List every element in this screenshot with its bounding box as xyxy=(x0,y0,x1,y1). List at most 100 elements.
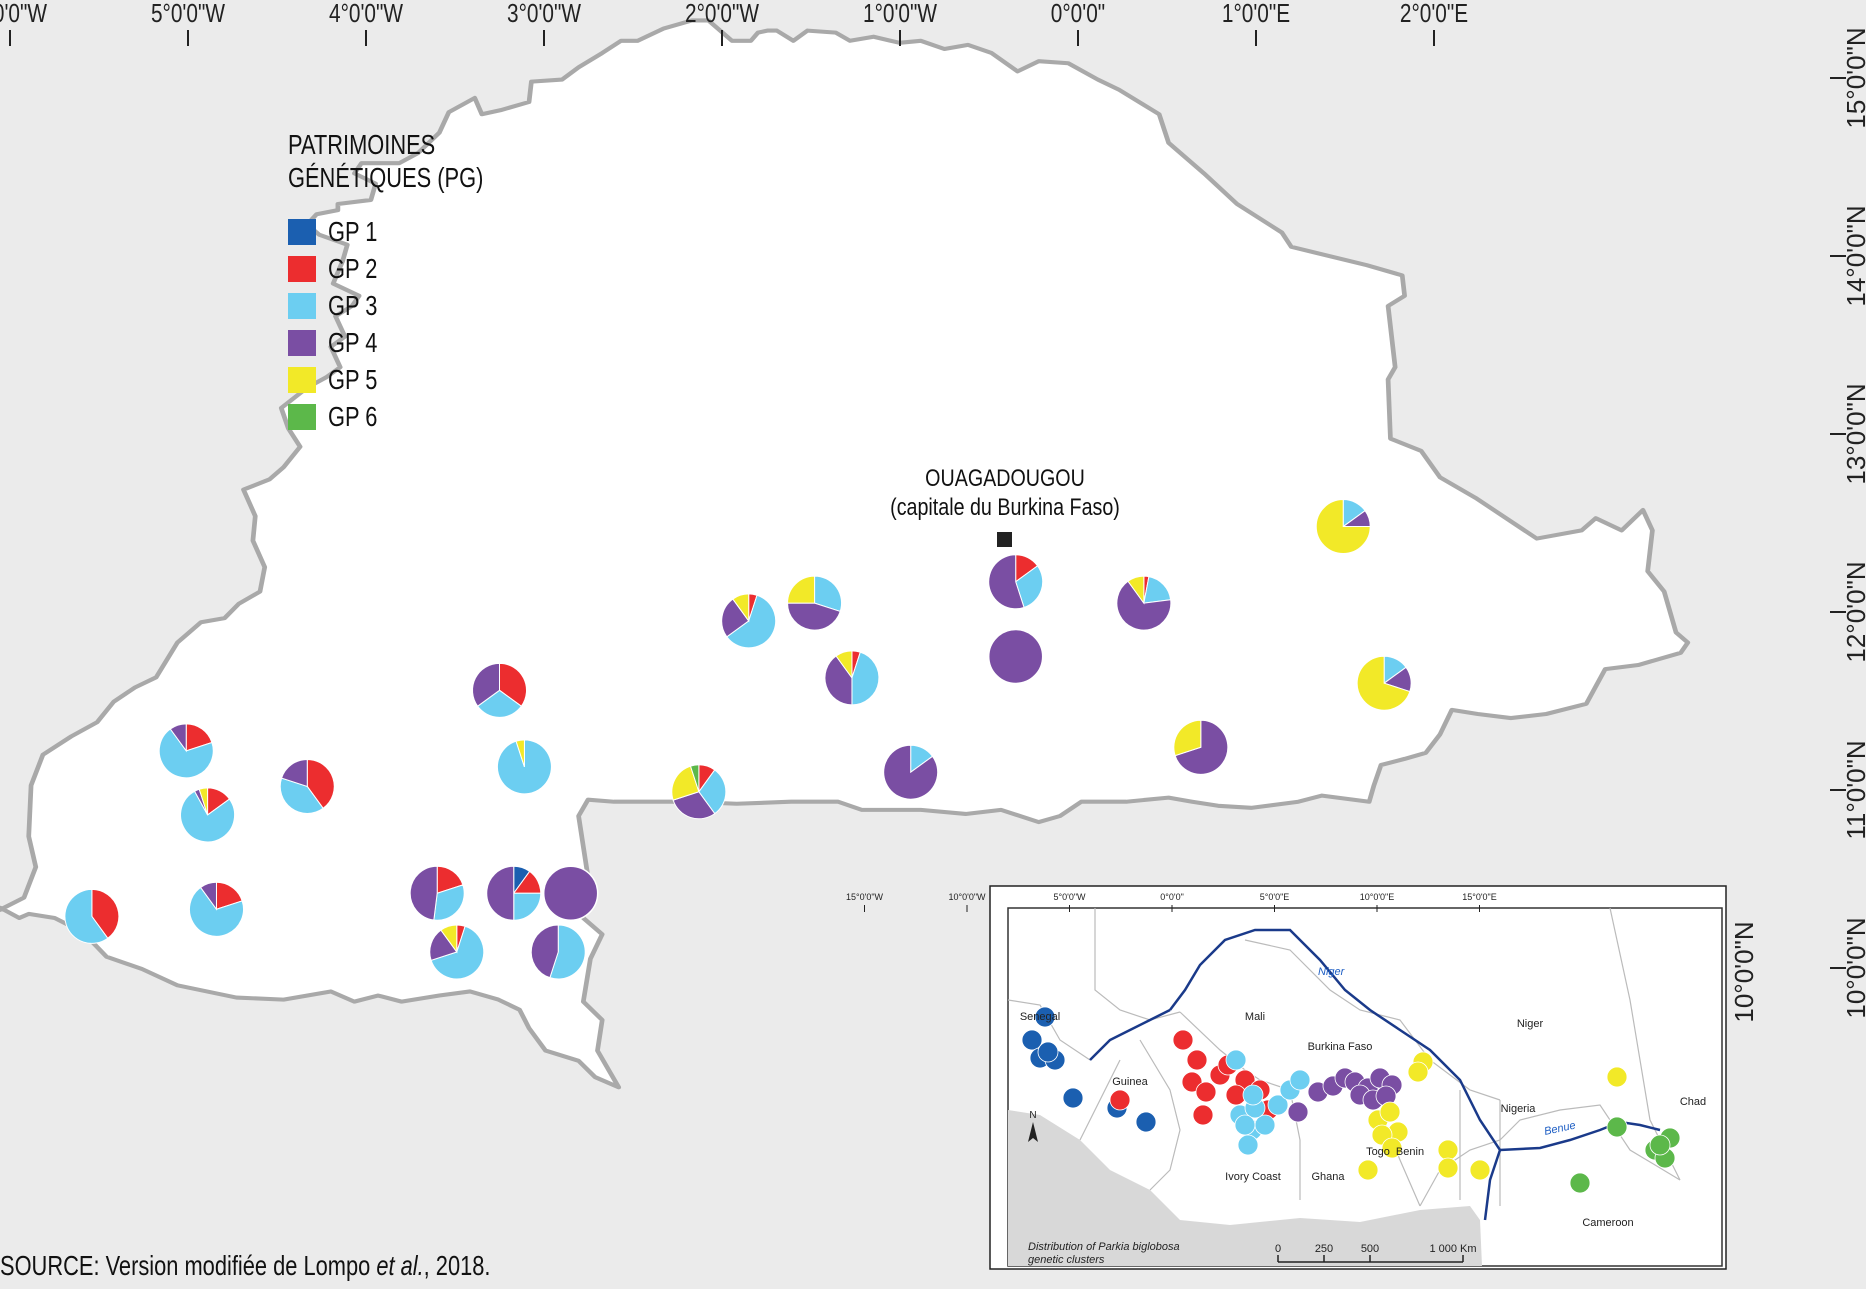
capital-note: (capitale du Burkina Faso) xyxy=(890,494,1120,521)
inset-dot xyxy=(1649,1134,1671,1156)
longitude-tick-label: 2°0'0"W xyxy=(685,0,760,28)
pie-slice xyxy=(787,602,841,631)
pie-slice xyxy=(530,924,559,979)
latitude-tick-label: 10°0'0"N xyxy=(1841,917,1866,1018)
latitude-axis: 15°0'0"N 14°0'0"N 13°0'0"N 12°0'0"N 11°0'0"N… xyxy=(1830,27,1866,1019)
inset-dot xyxy=(1186,1049,1208,1071)
inset-dot xyxy=(1225,1049,1247,1071)
inset-country-label: Togo xyxy=(1366,1146,1390,1158)
pie-slice xyxy=(198,787,209,816)
site-pie xyxy=(409,865,465,921)
inset-dot xyxy=(1569,1172,1591,1194)
site-pie xyxy=(1116,575,1172,631)
pie-slice xyxy=(987,628,1044,685)
inset-dot xyxy=(1037,1041,1059,1063)
inset-caption: genetic clusters xyxy=(1028,1254,1105,1266)
pie-slice xyxy=(409,865,438,921)
pie-slice xyxy=(689,764,700,792)
site-pie xyxy=(824,650,880,706)
inset-river-label: Niger xyxy=(1318,966,1346,978)
legend-swatch xyxy=(288,367,316,393)
pie-slice xyxy=(814,575,843,613)
longitude-tick-label: 6°0'0"W xyxy=(0,0,48,28)
legend-label: GP 5 xyxy=(328,364,378,395)
pie-slice xyxy=(672,791,716,820)
inset-dot xyxy=(1267,1094,1289,1116)
inset-dot xyxy=(1381,1137,1403,1159)
capital-label: OUAGADOUGOU (capitale du Burkina Faso) xyxy=(882,464,1128,522)
site-pie xyxy=(787,575,843,631)
legend-title-line1: PATRIMOINES xyxy=(288,129,436,160)
legend-label: GP 6 xyxy=(328,401,378,432)
pie-slice xyxy=(1356,655,1411,711)
inset-dot xyxy=(1289,1069,1311,1091)
pie-slice xyxy=(486,865,515,921)
pie-slice xyxy=(499,662,527,707)
legend-swatch xyxy=(288,330,316,356)
scale-label: 500 xyxy=(1361,1243,1379,1255)
inset-dot xyxy=(1242,1084,1264,1106)
inset-dot xyxy=(1379,1101,1401,1123)
pie-slice xyxy=(851,651,880,706)
site-pie xyxy=(64,888,120,944)
site-pie xyxy=(721,593,777,649)
legend-label: GP 4 xyxy=(328,327,378,358)
longitude-tick-label: 5°0'0"W xyxy=(151,0,226,28)
site-pie xyxy=(158,723,214,779)
inset-country-label: Chad xyxy=(1680,1096,1706,1108)
north-arrow-icon xyxy=(1028,1122,1038,1142)
legend-swatch xyxy=(288,256,316,282)
inset-dot xyxy=(1254,1114,1276,1136)
pie-slice xyxy=(726,594,777,649)
pie-slice xyxy=(91,888,120,939)
inset-country-label: Senegal xyxy=(1020,1011,1060,1023)
pie-slice xyxy=(787,575,816,604)
pie-slice xyxy=(169,723,187,753)
source-etal: et al. xyxy=(376,1250,424,1281)
site-pie xyxy=(1173,719,1229,775)
pie-slice xyxy=(732,593,750,623)
pie-slice xyxy=(472,662,500,707)
scale-bar xyxy=(1277,1255,1464,1263)
inset-longitude-label: 5°0'0"E xyxy=(1260,892,1290,902)
pie-slice xyxy=(1174,719,1229,775)
site-pie xyxy=(486,865,542,921)
site-pie xyxy=(496,739,552,795)
legend-label: GP 3 xyxy=(328,290,378,321)
inset-dot xyxy=(1357,1159,1379,1181)
pie-slice xyxy=(988,554,1025,610)
inset-dot xyxy=(1287,1101,1309,1123)
inset-country-label: Nigeria xyxy=(1501,1103,1537,1115)
site-pie xyxy=(542,865,599,921)
legend-label: GP 2 xyxy=(328,253,378,284)
scale-label: 1 000 Km xyxy=(1429,1243,1476,1255)
north-label: N xyxy=(1029,1110,1036,1121)
pie-slice xyxy=(433,884,465,921)
niger-river xyxy=(1169,928,1502,1221)
inset-dot xyxy=(1407,1061,1429,1083)
longitude-tick-label: 1°0'0"E xyxy=(1222,0,1290,28)
pie-slice xyxy=(158,728,214,779)
inset-caption: Distribution of Parkia biglobosa xyxy=(1028,1241,1180,1253)
site-pie xyxy=(1315,499,1371,555)
inset-dot xyxy=(1192,1104,1214,1126)
inset-dot xyxy=(1172,1029,1194,1051)
pie-slice xyxy=(199,881,217,911)
longitude-tick-label: 0°0'0" xyxy=(1051,0,1105,28)
latitude-tick-label: 12°0'0"N xyxy=(1841,561,1866,662)
inset-dot xyxy=(1021,1029,1043,1051)
inset-longitude-label: 5°0'0"W xyxy=(1053,892,1086,902)
pie-slice xyxy=(279,777,324,814)
pie-slice xyxy=(430,925,485,980)
inset-dot xyxy=(1469,1159,1491,1181)
inset-map: 15°0'0"W 10°0'0"W 5°0'0"W 0°0'0" 5°0'0"E 10°0… xyxy=(846,885,1759,1270)
pie-slice xyxy=(64,888,109,944)
legend-title-line2: GÉNÉTIQUES (PG) xyxy=(288,162,484,193)
pie-slice xyxy=(440,924,458,954)
latitude-tick-label: 15°0'0"N xyxy=(1841,27,1866,128)
inset-country-label: Guinea xyxy=(1112,1076,1148,1088)
inset-country-label: Mali xyxy=(1245,1011,1265,1023)
capital-name: OUAGADOUGOU xyxy=(925,465,1085,492)
inset-dot xyxy=(1437,1157,1459,1179)
